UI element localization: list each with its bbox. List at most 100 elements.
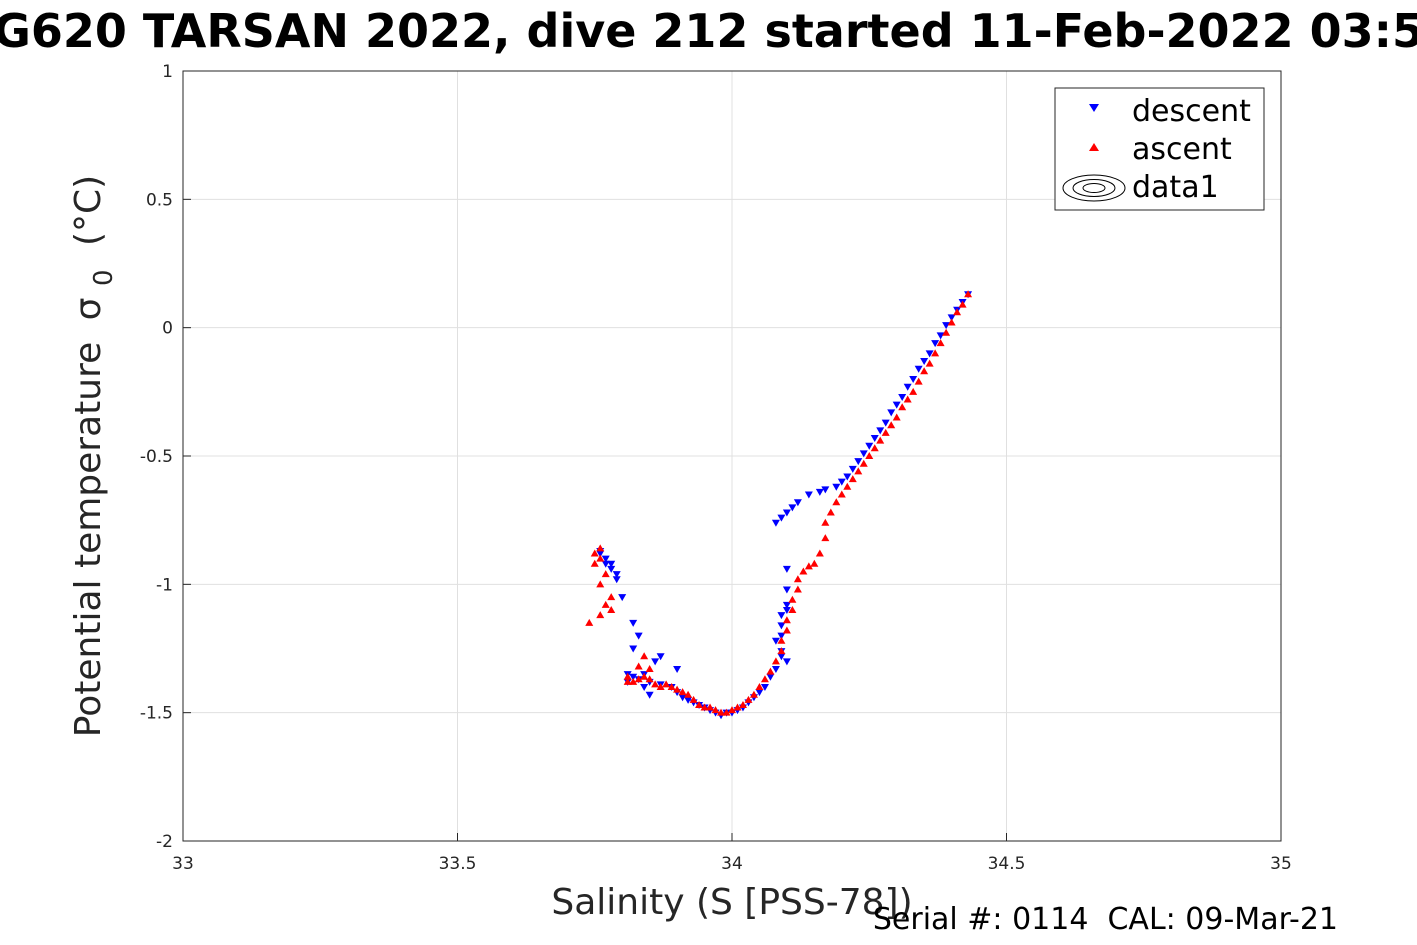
ascent-point <box>623 677 632 685</box>
descent-point <box>777 514 786 522</box>
descent-point <box>782 586 791 594</box>
ascent-point <box>782 616 791 624</box>
legend-ascent-label: ascent <box>1132 132 1232 167</box>
ascent-point <box>662 680 671 688</box>
ascent-point <box>634 662 643 670</box>
chart-title: SG620 TARSAN 2022, dive 212 started 11-F… <box>0 4 1417 58</box>
descent-point <box>898 393 907 401</box>
ascent-point <box>854 467 863 475</box>
ascent-point <box>925 359 934 367</box>
y-axis-label-sub: 0 <box>89 269 119 286</box>
y-tick-label: -2 <box>156 832 173 852</box>
ascent-point <box>793 575 802 583</box>
descent-point <box>645 691 654 699</box>
ascent-point <box>689 695 698 703</box>
ascent-point <box>623 672 632 680</box>
ascent-point <box>843 482 852 490</box>
ascent-point <box>596 554 605 562</box>
descent-point <box>684 696 693 704</box>
y-axis-label-sigma: σ <box>68 297 109 320</box>
ascent-point <box>640 672 649 680</box>
descent-point <box>887 409 896 417</box>
serial-cal-footer: Serial #: 0114 CAL: 09-Mar-21 <box>873 902 1338 937</box>
ascent-point <box>837 490 846 498</box>
ascent-point <box>738 700 747 708</box>
x-axis-ticks: 33 33.5 34 34.5 35 <box>172 833 1292 874</box>
ascent-point <box>788 595 797 603</box>
descent-point <box>771 637 780 645</box>
data-points <box>585 290 973 720</box>
descent-point <box>832 483 841 491</box>
descent-point <box>865 442 874 450</box>
ascent-point <box>832 498 841 506</box>
descent-point <box>782 658 791 666</box>
descent-point <box>629 673 638 681</box>
descent-point <box>612 571 621 579</box>
ascent-point <box>898 403 907 411</box>
descent-point <box>859 450 868 458</box>
ascent-point <box>601 600 610 608</box>
descent-point <box>673 666 682 674</box>
descent-point <box>656 653 665 661</box>
descent-point <box>876 427 885 435</box>
ascent-point <box>859 459 868 467</box>
descent-point <box>931 340 940 348</box>
ascent-point <box>722 708 731 716</box>
ascent-point <box>728 706 736 714</box>
x-tick-label: 35 <box>1270 854 1292 874</box>
descent-point <box>793 499 802 507</box>
ascent-point <box>695 700 704 708</box>
y-axis-ticks: 1 0.5 0 -0.5 -1 -1.5 -2 <box>140 62 191 852</box>
descent-point <box>601 560 610 568</box>
ascent-point <box>771 657 780 665</box>
descent-point <box>771 666 780 674</box>
ascent-point <box>749 690 758 698</box>
ascent-point <box>684 690 693 698</box>
ascent-point <box>733 703 742 711</box>
descent-point <box>843 473 852 481</box>
x-tick-label: 33.5 <box>439 854 477 874</box>
descent-point <box>782 565 791 573</box>
descent-point <box>821 486 830 494</box>
ascent-point <box>947 318 956 326</box>
ascent-point <box>914 377 923 385</box>
descent-point <box>760 684 769 691</box>
ascent-point <box>942 328 951 336</box>
ascent-point <box>596 580 605 588</box>
x-axis-label: Salinity (S [PSS-78]) <box>551 882 912 923</box>
descent-point <box>914 365 923 373</box>
ascent-point <box>793 585 802 593</box>
descent-point <box>925 350 934 358</box>
y-axis-label-main: Potential temperature <box>68 342 109 737</box>
ascent-point <box>590 549 599 557</box>
ascent-point <box>909 387 918 395</box>
ascent-point <box>755 683 764 690</box>
descent-point <box>678 694 687 702</box>
descent-point <box>942 322 951 330</box>
descent-point <box>936 332 945 340</box>
descent-point <box>848 465 857 473</box>
descent-point <box>920 358 929 366</box>
ascent-point <box>640 652 649 660</box>
ascent-point <box>887 421 896 429</box>
ascent-point <box>892 413 901 421</box>
legend-ascent-marker <box>1089 143 1099 151</box>
ascent-point <box>596 544 605 552</box>
descent-point <box>618 594 627 602</box>
x-tick-label: 34.5 <box>988 854 1026 874</box>
descent-point <box>788 504 797 512</box>
descent-point <box>782 601 791 609</box>
ascent-point <box>717 708 726 716</box>
descent-point <box>755 689 764 697</box>
ascent-point <box>651 680 660 688</box>
ascent-point <box>667 683 676 690</box>
ascent-point <box>815 549 824 557</box>
ascent-point <box>826 508 835 516</box>
descent-point <box>837 478 846 486</box>
ascent-point <box>964 290 973 298</box>
descent-point <box>651 658 660 666</box>
ascent-point <box>634 675 643 683</box>
ascent-point <box>799 567 808 575</box>
x-tick-label: 34 <box>721 854 743 874</box>
ascent-point <box>760 675 769 683</box>
